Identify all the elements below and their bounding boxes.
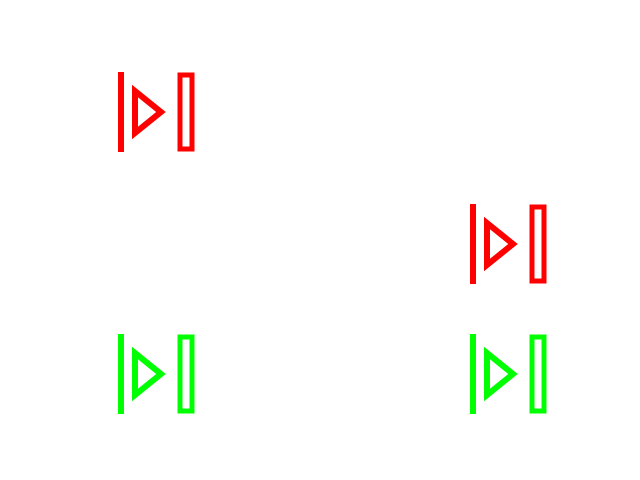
left-bar	[118, 334, 124, 414]
left-bar	[470, 204, 476, 284]
play-triangle	[484, 216, 518, 272]
step-forward-icon	[118, 334, 195, 414]
step-forward-icon	[470, 334, 547, 414]
end-rectangle	[529, 204, 547, 284]
step-forward-icon	[118, 72, 195, 152]
step-forward-icon-green-bottom-left	[108, 326, 208, 426]
step-forward-icon-red-top-left	[108, 64, 208, 164]
play-triangle	[132, 346, 166, 402]
step-forward-icon-green-bottom-right	[460, 326, 560, 426]
step-forward-icon-red-middle-right	[460, 196, 560, 296]
left-bar	[470, 334, 476, 414]
end-rectangle	[529, 334, 547, 414]
step-forward-icon	[470, 204, 547, 284]
play-triangle	[484, 346, 518, 402]
play-triangle	[132, 84, 166, 140]
end-rectangle	[177, 334, 195, 414]
end-rectangle	[177, 72, 195, 152]
left-bar	[118, 72, 124, 152]
